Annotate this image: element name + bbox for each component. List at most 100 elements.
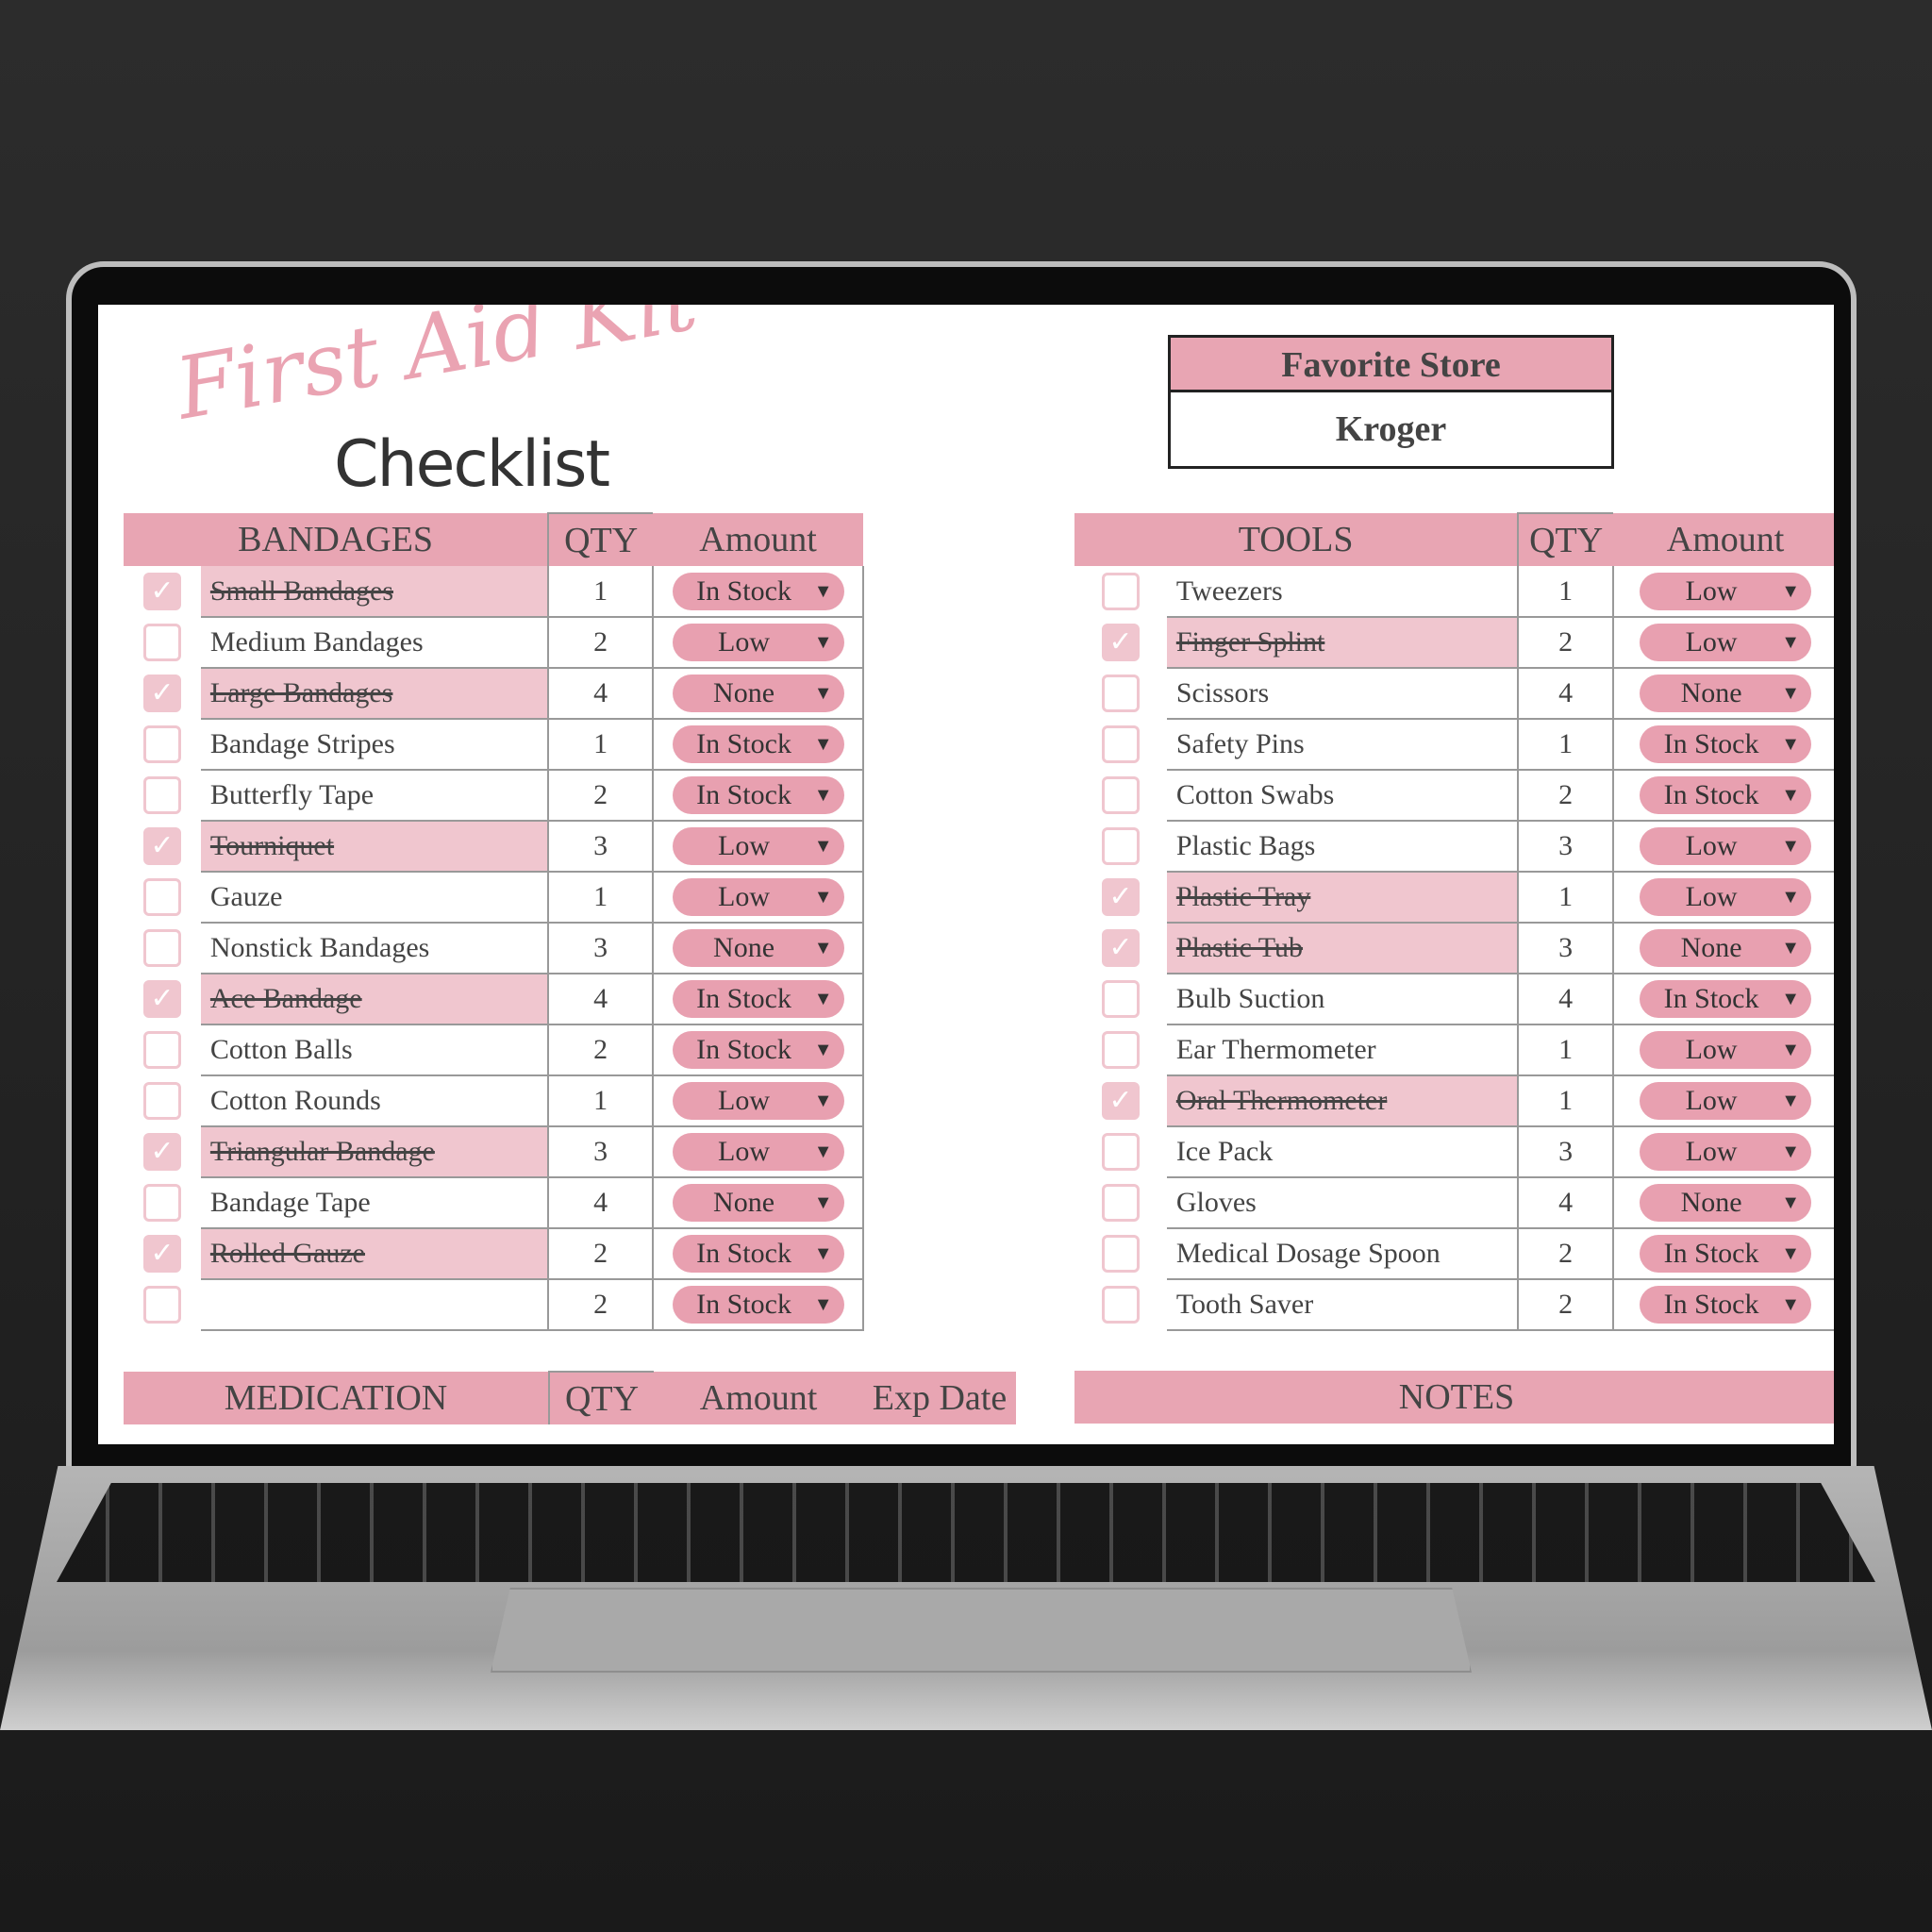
checkmark-icon[interactable]: ✓ [142,827,181,865]
row-checkbox[interactable] [1074,1279,1167,1330]
checkmark-icon[interactable]: ✓ [142,573,181,610]
checkbox[interactable] [1101,573,1140,610]
amount-dropdown[interactable]: In Stock ▼ [1640,725,1812,763]
item-qty[interactable]: 1 [547,872,654,924]
row-checkbox[interactable] [1074,974,1167,1024]
item-name[interactable]: Bandage Tape [200,1177,549,1229]
item-name[interactable]: Gauze [200,872,549,924]
checkbox[interactable] [1101,1286,1140,1324]
checkbox[interactable] [1101,1031,1140,1069]
amount-dropdown[interactable]: Low ▼ [1640,1082,1812,1120]
item-qty[interactable]: 1 [1517,872,1614,924]
amount-dropdown[interactable]: Low ▼ [1640,1133,1812,1171]
amount-dropdown[interactable]: In Stock ▼ [1640,1286,1812,1324]
item-qty[interactable]: 1 [547,719,654,771]
item-qty[interactable]: 3 [1517,821,1614,873]
checkbox[interactable] [142,1031,181,1069]
checkbox[interactable] [142,878,181,916]
amount-dropdown[interactable]: Low ▼ [672,827,844,865]
amount-dropdown[interactable]: None ▼ [672,675,844,712]
item-qty[interactable]: 3 [547,1126,654,1178]
item-name[interactable]: Large Bandages [200,668,549,720]
row-checkbox[interactable]: ✓ [124,1228,201,1279]
item-qty[interactable]: 3 [547,923,654,974]
row-checkbox[interactable] [1074,668,1167,719]
checkbox[interactable] [142,1082,181,1120]
checkbox[interactable] [1101,725,1140,763]
amount-dropdown[interactable]: Low ▼ [1640,624,1812,661]
checkmark-icon[interactable]: ✓ [1101,878,1140,916]
checkbox[interactable] [1101,776,1140,814]
item-name[interactable]: Scissors [1166,668,1519,720]
row-checkbox[interactable] [124,1279,201,1330]
item-name[interactable] [200,1279,549,1331]
item-qty[interactable]: 2 [547,1228,654,1280]
item-qty[interactable]: 4 [547,1177,654,1229]
item-name[interactable]: Bandage Stripes [200,719,549,771]
item-qty[interactable]: 2 [547,1024,654,1076]
item-qty[interactable]: 2 [1517,617,1614,669]
row-checkbox[interactable]: ✓ [1074,872,1167,923]
item-name[interactable]: Tourniquet [200,821,549,873]
item-name[interactable]: Small Bandages [200,566,549,618]
item-name[interactable]: Cotton Swabs [1166,770,1519,822]
amount-dropdown[interactable]: Low ▼ [1640,878,1812,916]
item-qty[interactable]: 3 [1517,1126,1614,1178]
item-name[interactable]: Ice Pack [1166,1126,1519,1178]
row-checkbox[interactable] [1074,821,1167,872]
amount-dropdown[interactable]: Low ▼ [672,1082,844,1120]
checkmark-icon[interactable]: ✓ [142,980,181,1018]
item-name[interactable]: Butterfly Tape [200,770,549,822]
checkbox[interactable] [142,929,181,967]
amount-dropdown[interactable]: In Stock ▼ [672,776,844,814]
item-name[interactable]: Bulb Suction [1166,974,1519,1025]
amount-dropdown[interactable]: In Stock ▼ [672,572,844,610]
amount-dropdown[interactable]: In Stock ▼ [672,725,844,763]
amount-dropdown[interactable]: Low ▼ [1640,572,1812,610]
item-qty[interactable]: 2 [1517,1228,1614,1280]
amount-dropdown[interactable]: Low ▼ [672,1133,844,1171]
amount-dropdown[interactable]: None ▼ [672,1184,844,1222]
amount-dropdown[interactable]: In Stock ▼ [672,1031,844,1069]
row-checkbox[interactable] [1074,1024,1167,1075]
row-checkbox[interactable] [1074,770,1167,821]
amount-dropdown[interactable]: None ▼ [1640,929,1812,967]
item-qty[interactable]: 4 [547,668,654,720]
row-checkbox[interactable] [1074,566,1167,617]
item-name[interactable]: Tooth Saver [1166,1279,1519,1331]
row-checkbox[interactable]: ✓ [124,974,201,1024]
item-qty[interactable]: 1 [547,1075,654,1127]
checkmark-icon[interactable]: ✓ [1101,624,1140,661]
item-qty[interactable]: 1 [1517,719,1614,771]
item-qty[interactable]: 1 [547,566,654,618]
checkbox[interactable] [142,776,181,814]
row-checkbox[interactable] [124,1024,201,1075]
row-checkbox[interactable]: ✓ [124,668,201,719]
item-name[interactable]: Plastic Tub [1166,923,1519,974]
amount-dropdown[interactable]: In Stock ▼ [672,980,844,1018]
amount-dropdown[interactable]: In Stock ▼ [1640,980,1812,1018]
row-checkbox[interactable] [124,719,201,770]
amount-dropdown[interactable]: None ▼ [1640,675,1812,712]
row-checkbox[interactable] [124,923,201,974]
item-qty[interactable]: 4 [1517,974,1614,1025]
item-name[interactable]: Cotton Rounds [200,1075,549,1127]
favorite-store-value[interactable]: Kroger [1335,409,1447,449]
row-checkbox[interactable]: ✓ [124,821,201,872]
checkbox[interactable] [1101,1184,1140,1222]
checkbox[interactable] [142,1184,181,1222]
item-name[interactable]: Safety Pins [1166,719,1519,771]
item-qty[interactable]: 4 [547,974,654,1025]
checkbox[interactable] [1101,1133,1140,1171]
item-qty[interactable]: 4 [1517,1177,1614,1229]
item-qty[interactable]: 3 [1517,923,1614,974]
checkmark-icon[interactable]: ✓ [1101,1082,1140,1120]
row-checkbox[interactable] [124,1075,201,1126]
item-name[interactable]: Cotton Balls [200,1024,549,1076]
item-qty[interactable]: 1 [1517,1075,1614,1127]
item-name[interactable]: Gloves [1166,1177,1519,1229]
amount-dropdown[interactable]: In Stock ▼ [672,1235,844,1273]
item-name[interactable]: Nonstick Bandages [200,923,549,974]
checkbox[interactable] [1101,827,1140,865]
row-checkbox[interactable] [124,1177,201,1228]
